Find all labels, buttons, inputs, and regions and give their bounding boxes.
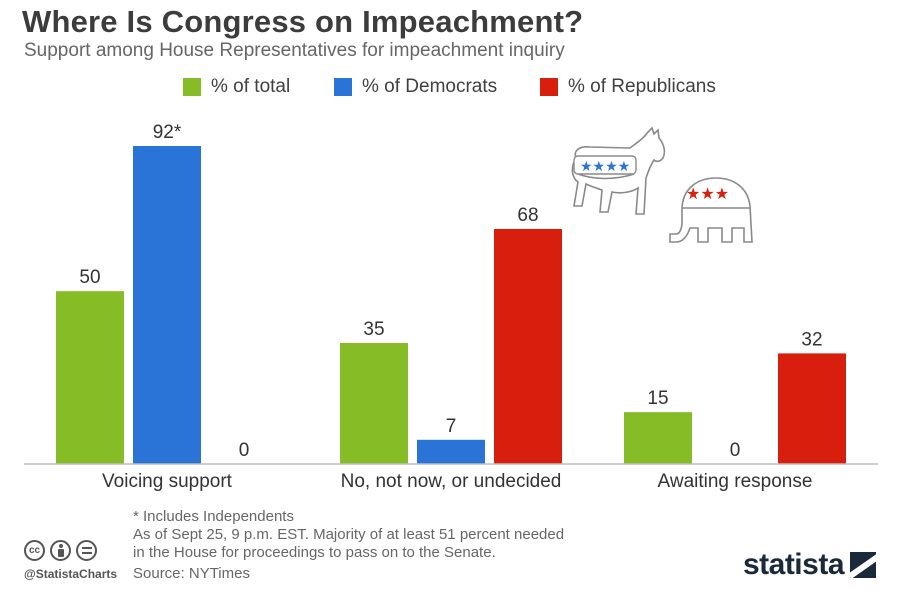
chart-title: Where Is Congress on Impeachment?	[22, 4, 584, 39]
republican-elephant-icon: ★★★	[669, 177, 753, 243]
category-labels-group: Voicing support No, not now, or undecided…	[102, 471, 812, 492]
bar-republicans-2	[778, 353, 846, 464]
svg-text:★★★: ★★★	[686, 184, 729, 203]
footnote-line-1: * Includes Independents	[133, 508, 294, 525]
value-label-total-0: 50	[79, 267, 100, 288]
value-label-democrats-0: 92*	[153, 122, 182, 143]
category-label-0: Voicing support	[102, 471, 233, 492]
category-label-2: Awaiting response	[658, 471, 813, 492]
democrat-donkey-icon: ★★★★	[571, 126, 666, 215]
bar-total-1	[340, 343, 408, 464]
legend-swatch-democrats	[334, 78, 352, 96]
footnote-line-2: As of Sept 25, 9 p.m. EST. Majority of a…	[133, 526, 565, 543]
bar-democrats-1	[417, 439, 485, 464]
category-label-1: No, not now, or undecided	[341, 471, 562, 492]
legend-item-total: % of total	[183, 76, 290, 98]
source-note: Source: NYTimes	[133, 565, 250, 582]
creative-commons-icon: cc	[24, 540, 45, 561]
statista-logo[interactable]: statista	[743, 548, 876, 582]
value-label-republicans-0: 0	[239, 440, 250, 461]
value-label-republicans-2: 32	[801, 329, 822, 350]
license-icons: cc	[24, 540, 102, 561]
value-label-total-2: 15	[647, 388, 668, 409]
bars-group	[56, 146, 846, 464]
value-label-total-1: 35	[363, 319, 384, 340]
value-label-republicans-1: 68	[517, 205, 538, 226]
bar-total-0	[56, 291, 124, 464]
legend-swatch-total	[183, 78, 201, 96]
value-label-democrats-2: 0	[730, 440, 741, 461]
bar-total-2	[624, 412, 692, 464]
legend-swatch-republicans	[540, 78, 558, 96]
no-derivatives-icon	[76, 540, 97, 561]
attribution-icon	[50, 540, 71, 561]
statista-logo-mark	[850, 552, 876, 578]
value-labels-group: 50 92* 0 35 7 68 15 0 32	[79, 122, 822, 461]
bar-democrats-0	[133, 146, 201, 464]
social-handle[interactable]: @StatistaCharts	[24, 567, 118, 581]
legend-item-democrats: % of Democrats	[334, 76, 497, 98]
footnote: * Includes Independents As of Sept 25, 9…	[133, 508, 564, 562]
value-label-democrats-1: 7	[446, 416, 457, 437]
bar-republicans-1	[494, 228, 562, 464]
legend-label-republicans: % of Republicans	[568, 76, 716, 97]
chart-subtitle: Support among House Representatives for …	[24, 40, 565, 61]
statista-logo-text: statista	[742, 548, 845, 581]
legend-label-total: % of total	[211, 76, 291, 97]
legend-label-democrats: % of Democrats	[362, 76, 498, 97]
legend-item-republicans: % of Republicans	[540, 76, 716, 98]
legend: % of total % of Democrats % of Republica…	[0, 76, 900, 100]
footnote-line-3: in the House for proceedings to pass on …	[133, 544, 496, 561]
svg-text:★★★★: ★★★★	[580, 159, 630, 175]
